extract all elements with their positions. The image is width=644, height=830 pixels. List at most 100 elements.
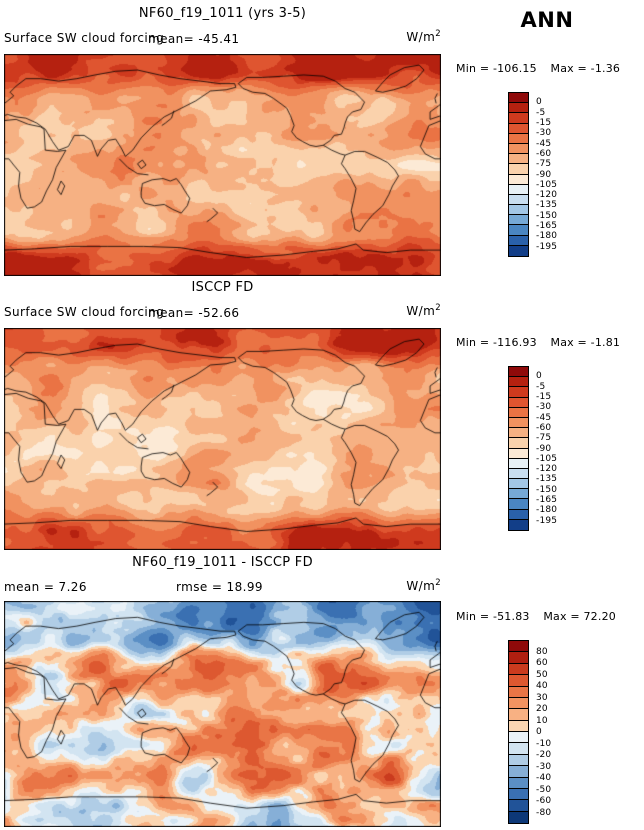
min-label: Min = — [456, 610, 490, 623]
season-label: ANN — [520, 8, 574, 32]
colorbar-cell — [509, 245, 528, 256]
mean-value: -52.66 — [198, 306, 240, 320]
min-label: Min = — [456, 336, 490, 349]
colorbar-label: 10 — [536, 715, 548, 726]
min-value: -106.15 — [492, 62, 537, 75]
colorbar-cell — [509, 215, 528, 226]
colorbar-cell — [509, 686, 528, 698]
colorbar-cell — [509, 458, 528, 469]
colorbar-label: 50 — [536, 669, 548, 680]
units-label: W/m2 — [406, 29, 441, 44]
mean-group: mean= -45.41 — [148, 32, 239, 46]
colorbar-cell — [509, 93, 528, 104]
colorbar-label: 0 — [536, 371, 542, 382]
mean-label: mean = — [4, 580, 55, 594]
colorbar-cells — [508, 366, 529, 531]
colorbar-cell — [509, 788, 528, 801]
colorbar-cell — [509, 777, 528, 789]
colorbar-labels: 0 -5 -15 -30 -45 -60 -75 -90 -105 -120 -135 -150 -16… — [536, 92, 591, 257]
min-label: Min = — [456, 62, 490, 75]
mean-group: mean= -52.66 — [148, 306, 239, 320]
colorbar-cell — [509, 225, 528, 236]
variable-label: Surface SW cloud forcing — [4, 305, 165, 319]
colorbar-cell — [509, 377, 528, 388]
colorbar-label: -105 — [536, 453, 558, 464]
colorbar-label: -195 — [536, 515, 558, 526]
colorbar-label: -120 — [536, 190, 558, 201]
colorbar-label: -120 — [536, 464, 558, 475]
stats-line-obs: Min = -116.93 Max = -1.81 — [456, 336, 620, 349]
max-value: -1.81 — [590, 336, 621, 349]
colorbar-label: -10 — [536, 738, 552, 749]
colorbar-cell — [509, 489, 528, 500]
colorbar-labels: 80 60 50 40 30 20 10 0 -10 -20 -30 -40 -50 -60 -80 — [536, 640, 591, 824]
mean-label: mean= — [148, 32, 195, 46]
model-map-canvas — [4, 54, 441, 276]
colorbar-cell — [509, 663, 528, 676]
colorbar-label: -5 — [536, 107, 546, 118]
colorbar-cell — [509, 407, 528, 418]
colorbar-cell — [509, 720, 528, 732]
colorbar-cell — [509, 697, 528, 710]
colorbar-cell — [509, 194, 528, 206]
colorbar-cell — [509, 387, 528, 398]
colorbar-label: 80 — [536, 646, 548, 657]
colorbar-cell — [509, 652, 528, 664]
colorbar-cell — [509, 123, 528, 134]
colorbar-label: -90 — [536, 169, 552, 180]
colorbar-label: -20 — [536, 750, 552, 760]
colorbar-cell — [509, 143, 528, 155]
max-label: Max = — [550, 62, 587, 75]
subrow-obs: Surface SW cloud forcing mean= -52.66 W/… — [0, 303, 644, 321]
max-value: 72.20 — [583, 610, 616, 623]
colorbar-cell — [509, 519, 528, 530]
colorbar-label: 0 — [536, 727, 542, 737]
colorbar-cell — [509, 133, 528, 144]
colorbar-label: 30 — [536, 692, 548, 703]
min-value: -116.93 — [492, 336, 537, 349]
colorbar-label: -60 — [536, 148, 552, 159]
colorbar-cell — [509, 754, 528, 767]
max-label: Max = — [550, 336, 587, 349]
colorbar-cell — [509, 235, 528, 246]
colorbar-cell — [509, 811, 528, 823]
max-value: -1.36 — [590, 62, 621, 75]
variable-label: Surface SW cloud forcing — [4, 31, 165, 45]
colorbar-label: 40 — [536, 681, 548, 691]
colorbar-cell — [509, 164, 528, 175]
colorbar-label: -180 — [536, 505, 558, 516]
colorbar-cell — [509, 499, 528, 510]
colorbar-label: -165 — [536, 221, 558, 232]
diff-map-canvas — [4, 601, 441, 827]
colorbar-cell — [509, 709, 528, 721]
max-label: Max = — [543, 610, 580, 623]
colorbar-cell — [509, 800, 528, 812]
units-label: W/m2 — [406, 303, 441, 318]
colorbar-label: 20 — [536, 704, 548, 714]
colorbar-cell — [509, 184, 528, 195]
colorbar-diff: 80 60 50 40 30 20 10 0 -10 -20 -30 -40 -50 -60 -80 — [508, 640, 598, 824]
colorbar-cell — [509, 675, 528, 687]
colorbar-label: -50 — [536, 784, 552, 795]
colorbar-label: -135 — [536, 474, 558, 485]
colorbar-label: -15 — [536, 117, 552, 128]
mean-value: -45.41 — [198, 32, 240, 46]
colorbar-cell — [509, 397, 528, 408]
colorbar-label: 60 — [536, 658, 548, 668]
colorbar-label: -165 — [536, 495, 558, 506]
colorbar-label: -135 — [536, 200, 558, 211]
colorbar-cell — [509, 174, 528, 185]
mean-group: mean = 7.26 — [4, 580, 87, 594]
colorbar-cell — [509, 766, 528, 778]
colorbar-label: -30 — [536, 402, 552, 413]
colorbar-cell — [509, 743, 528, 755]
colorbar-label: -75 — [536, 433, 552, 444]
colorbar-cell — [509, 468, 528, 480]
colorbar-label: -90 — [536, 443, 552, 454]
rmse-group: rmse = 18.99 — [176, 580, 263, 594]
colorbar-cell — [509, 205, 528, 216]
colorbar-cell — [509, 509, 528, 520]
mean-value: 7.26 — [58, 580, 87, 594]
colorbar-label: -30 — [536, 128, 552, 139]
panel-title-diff: NF60_f19_1011 - ISCCP FD — [132, 555, 313, 570]
